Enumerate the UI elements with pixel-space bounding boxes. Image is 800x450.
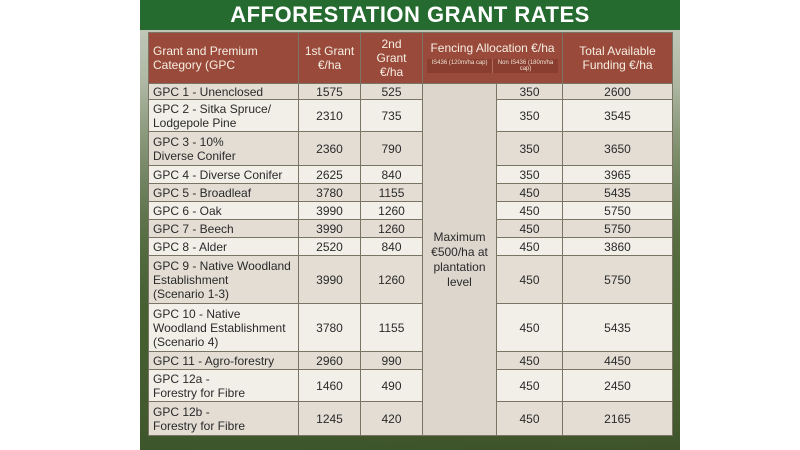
grant-category-cell: GPC 9 - Native Woodland Establishment (S… bbox=[148, 255, 299, 304]
header-fencing: Fencing Allocation €/ha IS436 (120m/ha c… bbox=[421, 32, 564, 84]
header-first-grant: 1st Grant €/ha bbox=[298, 32, 361, 84]
grant-rates-poster: AFFORESTATION GRANT RATES Grant and Prem… bbox=[140, 0, 680, 450]
grant-category-cell: GPC 6 - Oak bbox=[148, 201, 299, 220]
fencing-allocation-cell: 450 bbox=[495, 303, 564, 352]
grant-category-cell: GPC 8 - Alder bbox=[148, 237, 299, 256]
grant-category-cell: GPC 4 - Diverse Conifer bbox=[148, 165, 299, 184]
fencing-allocation-cell: 450 bbox=[495, 351, 564, 370]
table-body: GPC 1 - Unenclosed 1575 525 Maximum €500/ha… bbox=[148, 83, 674, 436]
grant-category-cell: GPC 2 - Sitka Spruce/ Lodgepole Pine bbox=[148, 99, 299, 132]
fencing-allocation-cell: 350 bbox=[495, 131, 564, 166]
header-fencing-title: Fencing Allocation €/ha bbox=[430, 41, 555, 55]
fencing-allocation-cell: 450 bbox=[495, 201, 564, 220]
table-row: GPC 8 - Alder 2520 840 450 3860 bbox=[148, 237, 674, 256]
fencing-allocation-cell: 450 bbox=[495, 237, 564, 256]
fencing-allocation-cell: 350 bbox=[495, 165, 564, 184]
grant-category-cell: GPC 12b - Forestry for Fibre bbox=[148, 401, 299, 436]
title-bar: AFFORESTATION GRANT RATES bbox=[140, 0, 680, 30]
first-grant-cell: 2520 bbox=[298, 237, 361, 256]
first-grant-cell: 2310 bbox=[298, 99, 361, 132]
header-fencing-non-is436: Non IS436 (180m/ha cap) bbox=[492, 59, 559, 73]
second-grant-cell: 840 bbox=[360, 237, 423, 256]
grant-category-cell: GPC 12a - Forestry for Fibre bbox=[148, 369, 299, 402]
fencing-allocation-cell: 350 bbox=[495, 83, 564, 100]
table-row: GPC 3 - 10% Diverse Conifer 2360 790 350 365… bbox=[148, 131, 674, 166]
total-funding-cell: 2450 bbox=[562, 369, 674, 402]
fencing-plantation-note: Maximum €500/ha at plantation level bbox=[422, 83, 497, 436]
fencing-allocation-cell: 350 bbox=[495, 99, 564, 132]
fencing-allocation-cell: 450 bbox=[495, 401, 564, 436]
header-second-grant: 2nd Grant €/ha bbox=[360, 32, 423, 84]
grant-category-cell: GPC 1 - Unenclosed bbox=[148, 83, 299, 100]
first-grant-cell: 2625 bbox=[298, 165, 361, 184]
total-funding-cell: 5750 bbox=[562, 219, 674, 238]
table-row: GPC 10 - Native Woodland Establishment (… bbox=[148, 303, 674, 352]
first-grant-cell: 1245 bbox=[298, 401, 361, 436]
first-grant-cell: 3780 bbox=[298, 183, 361, 202]
second-grant-cell: 1155 bbox=[360, 303, 423, 352]
total-funding-cell: 2165 bbox=[562, 401, 674, 436]
second-grant-cell: 525 bbox=[360, 83, 423, 100]
second-grant-cell: 990 bbox=[360, 351, 423, 370]
table-row: GPC 4 - Diverse Conifer 2625 840 350 3965 bbox=[148, 165, 674, 184]
fencing-allocation-cell: 450 bbox=[495, 369, 564, 402]
fencing-allocation-cell: 450 bbox=[495, 219, 564, 238]
total-funding-cell: 3650 bbox=[562, 131, 674, 166]
grant-category-cell: GPC 3 - 10% Diverse Conifer bbox=[148, 131, 299, 166]
second-grant-cell: 1260 bbox=[360, 219, 423, 238]
table-row: GPC 11 - Agro-forestry 2960 990 450 4450 bbox=[148, 351, 674, 370]
total-funding-cell: 4450 bbox=[562, 351, 674, 370]
second-grant-cell: 840 bbox=[360, 165, 423, 184]
first-grant-cell: 1460 bbox=[298, 369, 361, 402]
second-grant-cell: 420 bbox=[360, 401, 423, 436]
table-row: GPC 5 - Broadleaf 3780 1155 450 5435 bbox=[148, 183, 674, 202]
grant-category-cell: GPC 5 - Broadleaf bbox=[148, 183, 299, 202]
second-grant-cell: 735 bbox=[360, 99, 423, 132]
second-grant-cell: 1260 bbox=[360, 201, 423, 220]
total-funding-cell: 5750 bbox=[562, 255, 674, 304]
table-row: GPC 2 - Sitka Spruce/ Lodgepole Pine 2310… bbox=[148, 99, 674, 132]
total-funding-cell: 3965 bbox=[562, 165, 674, 184]
second-grant-cell: 490 bbox=[360, 369, 423, 402]
total-funding-cell: 5435 bbox=[562, 303, 674, 352]
total-funding-cell: 5435 bbox=[562, 183, 674, 202]
table-row: GPC 7 - Beech 3990 1260 450 5750 bbox=[148, 219, 674, 238]
second-grant-cell: 1155 bbox=[360, 183, 423, 202]
grant-category-cell: GPC 7 - Beech bbox=[148, 219, 299, 238]
fencing-allocation-cell: 450 bbox=[495, 183, 564, 202]
header-total-funding: Total Available Funding €/ha bbox=[562, 32, 674, 84]
table-row: GPC 12b - Forestry for Fibre 1245 420 450 21… bbox=[148, 401, 674, 436]
table-header-row: Grant and Premium Category (GPC 1st Gran… bbox=[148, 32, 674, 84]
grant-category-cell: GPC 11 - Agro-forestry bbox=[148, 351, 299, 370]
table-row: GPC 6 - Oak 3990 1260 450 5750 bbox=[148, 201, 674, 220]
second-grant-cell: 790 bbox=[360, 131, 423, 166]
first-grant-cell: 2360 bbox=[298, 131, 361, 166]
first-grant-cell: 3990 bbox=[298, 201, 361, 220]
total-funding-cell: 5750 bbox=[562, 201, 674, 220]
poster-title: AFFORESTATION GRANT RATES bbox=[230, 2, 590, 27]
header-fencing-is436: IS436 (120m/ha cap) bbox=[427, 59, 493, 73]
first-grant-cell: 3780 bbox=[298, 303, 361, 352]
first-grant-cell: 1575 bbox=[298, 83, 361, 100]
total-funding-cell: 2600 bbox=[562, 83, 674, 100]
total-funding-cell: 3545 bbox=[562, 99, 674, 132]
header-fencing-subheads: IS436 (120m/ha cap) Non IS436 (180m/ha c… bbox=[427, 59, 559, 73]
first-grant-cell: 3990 bbox=[298, 219, 361, 238]
second-grant-cell: 1260 bbox=[360, 255, 423, 304]
first-grant-cell: 2960 bbox=[298, 351, 361, 370]
header-category: Grant and Premium Category (GPC bbox=[148, 32, 299, 84]
table-row: GPC 1 - Unenclosed 1575 525 Maximum €500/ha… bbox=[148, 83, 674, 436]
grant-rates-table: Grant and Premium Category (GPC 1st Gran… bbox=[148, 32, 674, 436]
fencing-allocation-cell: 450 bbox=[495, 255, 564, 304]
grant-category-cell: GPC 10 - Native Woodland Establishment (… bbox=[148, 303, 299, 352]
total-funding-cell: 3860 bbox=[562, 237, 674, 256]
table-row: GPC 9 - Native Woodland Establishment (S… bbox=[148, 255, 674, 304]
table-row: GPC 12a - Forestry for Fibre 1460 490 450 24… bbox=[148, 369, 674, 402]
first-grant-cell: 3990 bbox=[298, 255, 361, 304]
